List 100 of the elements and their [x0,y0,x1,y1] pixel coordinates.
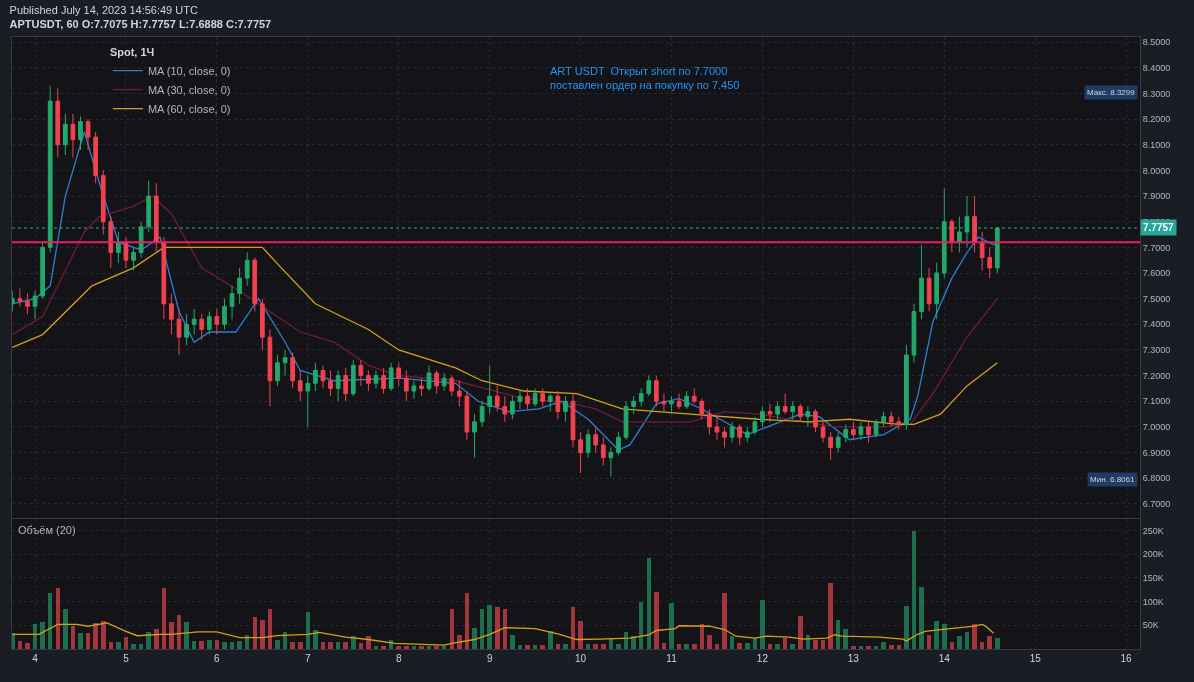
candlestick [699,398,705,420]
bar [972,623,977,649]
candlestick [297,369,303,402]
bar [957,636,962,649]
candlestick [934,262,940,320]
candlestick [737,423,743,446]
bar [487,604,492,649]
candlestick [63,113,68,156]
candlestick [275,354,280,387]
ref-line-label: 7.7757 [1143,222,1175,233]
bar [510,635,515,649]
bar [601,643,606,649]
candlestick [881,411,887,428]
candlestick [320,364,326,389]
candlestick [191,308,197,336]
y-tick-label: 250K [1142,525,1164,536]
bar [941,624,947,649]
bar [919,587,924,649]
x-tick-label: 14 [938,653,951,664]
candlestick [896,416,902,430]
y-tick-label: 150K [1142,572,1164,583]
candlestick [123,236,129,269]
candlestick [343,367,349,402]
bar [578,621,583,649]
candlestick [608,446,614,478]
candlestick [623,400,629,441]
bar [434,646,439,649]
candlestick [116,231,121,264]
candlestick [464,390,470,441]
bar [207,639,212,649]
line-series [12,622,995,646]
candlestick [797,403,803,423]
candlestick [828,431,833,461]
candlestick [161,236,167,320]
candlestick [214,308,220,336]
bar [904,605,909,649]
candlestick [994,227,1000,274]
bar [25,643,30,649]
candlestick [744,426,750,443]
candlestick [358,359,364,387]
bar [343,642,348,649]
candlestick [184,313,189,346]
candlestick [782,393,788,415]
bar [457,635,462,649]
candlestick [350,359,356,397]
x-tick-label: 9 [486,653,493,664]
candlestick [850,421,856,441]
bar [654,591,659,649]
candlestick [108,216,114,269]
candlestick [540,387,546,407]
candlestick [563,395,568,423]
candlestick [972,195,977,253]
candlestick [919,244,924,320]
bar [411,646,417,649]
bar [881,641,886,649]
candlestick [373,369,379,389]
candlestick [979,231,985,271]
bar [760,600,765,649]
bar [722,593,727,649]
candlestick [873,418,879,438]
candlestick [752,416,758,436]
candlestick [244,251,250,287]
y-tick-label: 7.5000 [1142,293,1171,304]
bar [684,643,689,649]
candlestick [555,390,561,420]
y-tick-label: 7.6000 [1142,268,1171,279]
candlestick [176,308,182,356]
bar [366,636,371,649]
candlestick [40,241,45,300]
y-tick-label: 8.0000 [1142,165,1171,176]
bar [631,636,636,649]
annotation: Мин. 6.8061 [1090,475,1136,484]
candlestick [585,429,591,459]
candlestick [510,395,515,420]
candlestick [684,390,690,410]
x-tick-label: 13 [847,653,860,664]
bar [472,627,477,649]
bar [441,646,447,649]
candlestick [941,187,947,279]
candlestick [426,364,432,392]
bar [828,582,833,649]
candlestick [805,405,811,428]
candlestick [17,287,23,307]
bar [358,643,364,649]
bar [116,642,121,649]
candlestick [222,298,227,330]
bar [93,622,98,649]
y-tick-label: 7.0000 [1142,422,1171,433]
bar [555,644,561,649]
bar [275,639,280,649]
candlestick [888,411,894,428]
candlestick [729,421,735,443]
candlestick [70,113,76,159]
bar [85,633,91,649]
candlestick [858,421,864,441]
bar [866,645,871,649]
bar [548,631,553,649]
candlestick [388,362,394,392]
x-tick-label: 11 [666,653,678,664]
candlestick [237,267,242,305]
